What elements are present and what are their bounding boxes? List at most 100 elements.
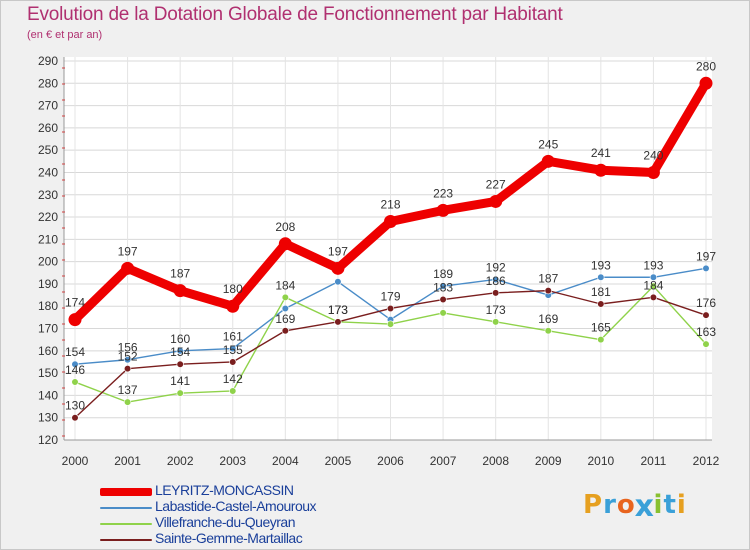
y-tick-label: 180 <box>38 299 58 313</box>
chart-legend: LEYRITZ-MONCASSIN Labastide-Castel-Amour… <box>100 482 430 548</box>
series-point-0 <box>594 163 608 177</box>
logo-letter: i <box>676 490 687 520</box>
data-label: 163 <box>696 325 716 339</box>
series-point-3 <box>544 287 552 295</box>
logo-letter: x <box>634 489 655 525</box>
series-point-3 <box>229 358 237 366</box>
data-label: 186 <box>486 274 506 288</box>
y-tick-label: 260 <box>38 121 58 135</box>
series-point-0 <box>331 261 345 275</box>
x-tick-label: 2010 <box>587 454 614 468</box>
x-tick-label: 2000 <box>62 454 89 468</box>
data-label: 142 <box>223 372 243 386</box>
data-label: 156 <box>118 341 138 355</box>
legend-item-series-3: Sainte-Gemme-Martaillac <box>100 530 430 548</box>
data-label: 240 <box>643 148 663 162</box>
legend-swatch-series-1 <box>100 507 152 509</box>
data-label: 197 <box>118 244 138 258</box>
series-point-0 <box>121 261 135 275</box>
data-label: 174 <box>65 296 85 310</box>
series-point-0 <box>278 237 292 251</box>
x-tick-label: 2005 <box>325 454 352 468</box>
series-point-3 <box>439 295 447 304</box>
series-point-3 <box>334 318 342 326</box>
y-tick-label: 170 <box>38 322 58 336</box>
logo-letter: i <box>653 490 664 520</box>
logo-letter: t <box>663 490 677 520</box>
y-tick-label: 230 <box>38 188 58 202</box>
data-label: 189 <box>433 267 453 281</box>
data-label: 183 <box>433 281 453 295</box>
y-tick-label: 190 <box>38 277 58 291</box>
data-label: 137 <box>118 383 138 397</box>
data-label: 193 <box>643 258 663 272</box>
series-point-2 <box>649 282 658 290</box>
series-point-3 <box>123 365 132 373</box>
series-point-0 <box>541 154 555 168</box>
y-tick-label: 210 <box>38 232 58 246</box>
series-point-0 <box>173 284 187 298</box>
data-label: 160 <box>170 332 190 346</box>
logo-letter: o <box>616 490 636 520</box>
logo-letter: r <box>603 490 617 520</box>
data-label: 193 <box>591 258 611 272</box>
proxiti-logo: Proxiti <box>583 490 687 525</box>
legend-label-series-3: Sainte-Gemme-Martaillac <box>155 530 303 546</box>
series-point-2 <box>71 378 79 386</box>
series-point-1 <box>702 264 710 272</box>
data-label: 187 <box>170 267 190 281</box>
data-label: 130 <box>65 399 85 413</box>
x-tick-label: 2006 <box>377 454 404 468</box>
series-point-1 <box>649 273 658 281</box>
data-label: 152 <box>118 350 138 364</box>
series-point-2 <box>123 398 132 406</box>
x-tick-label: 2003 <box>219 454 246 468</box>
legend-item-series-2: Villefranche-du-Queyran <box>100 514 430 532</box>
series-point-2 <box>229 387 237 395</box>
y-tick-label: 140 <box>38 388 58 402</box>
data-label: 241 <box>591 146 611 160</box>
series-point-1 <box>492 275 500 284</box>
data-label: 176 <box>696 296 716 310</box>
data-label: 197 <box>696 249 716 263</box>
data-label: 141 <box>170 374 190 388</box>
data-label: 146 <box>65 363 85 377</box>
legend-item-series-1: Labastide-Castel-Amouroux <box>100 498 430 516</box>
series-point-1 <box>334 278 342 286</box>
series-point-2 <box>176 389 184 397</box>
data-label: 280 <box>696 59 716 73</box>
data-label: 179 <box>380 289 400 303</box>
series-point-1 <box>229 344 237 353</box>
series-point-2 <box>702 340 710 348</box>
x-tick-label: 2012 <box>693 454 720 468</box>
x-tick-label: 2001 <box>114 454 141 468</box>
y-tick-label: 160 <box>38 344 58 358</box>
x-tick-label: 2004 <box>272 454 299 468</box>
series-point-0 <box>436 203 450 217</box>
legend-swatch-series-3 <box>100 539 152 541</box>
series-point-2 <box>544 327 552 335</box>
data-label: 154 <box>170 345 190 359</box>
data-label: 155 <box>223 343 243 357</box>
chart-subtitle: (en € et par an) <box>27 29 103 41</box>
y-tick-label: 290 <box>38 54 58 68</box>
data-label: 245 <box>538 137 558 151</box>
series-point-3 <box>597 300 605 308</box>
series-point-2 <box>492 318 500 326</box>
x-tick-label: 2002 <box>167 454 194 468</box>
data-label: 181 <box>591 285 611 299</box>
legend-swatch-series-0 <box>100 488 152 496</box>
series-point-0 <box>489 194 503 208</box>
y-tick-label: 150 <box>38 366 58 380</box>
data-label: 208 <box>275 220 295 234</box>
chart-title: Evolution de la Dotation Globale de Fonc… <box>27 4 563 25</box>
series-point-0 <box>226 299 240 313</box>
legend-label-series-2: Villefranche-du-Queyran <box>155 514 296 530</box>
y-tick-label: 250 <box>38 143 58 157</box>
y-tick-label: 240 <box>38 165 58 179</box>
series-point-0 <box>646 165 660 179</box>
data-label: 192 <box>486 260 506 274</box>
x-tick-label: 2007 <box>430 454 457 468</box>
y-tick-label: 270 <box>38 99 58 113</box>
